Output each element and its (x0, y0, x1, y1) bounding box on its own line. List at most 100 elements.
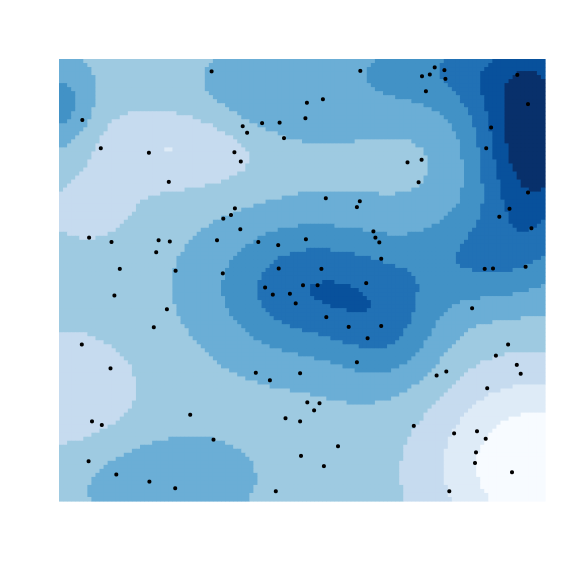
heat-cell (289, 195, 295, 201)
heat-cell (459, 195, 465, 201)
heat-cell (71, 143, 76, 148)
heat-cell (391, 155, 396, 161)
heat-cell (200, 159, 206, 165)
heat-cell (516, 191, 522, 197)
heat-cell (249, 199, 254, 205)
heat-cell (387, 167, 392, 173)
heat-cell (140, 143, 145, 148)
heat-cell (273, 199, 279, 205)
heat-cell (176, 123, 182, 128)
heat-cell (362, 211, 368, 217)
heat-cell (164, 179, 169, 185)
heat-cell (148, 95, 153, 100)
heat-cell (91, 99, 97, 104)
heat-cell (419, 187, 425, 193)
heat-cell (488, 151, 493, 157)
heat-cell (366, 119, 372, 124)
heat-cell (443, 131, 449, 136)
heat-cell (200, 123, 206, 128)
heat-cell (472, 195, 477, 201)
heat-cell (103, 147, 109, 153)
heat-cell (152, 127, 157, 132)
heat-cell (459, 215, 465, 221)
heat-cell (184, 127, 190, 132)
heat-cell (464, 199, 469, 205)
heat-cell (269, 95, 275, 100)
heat-cell (391, 215, 396, 221)
heat-cell (484, 83, 489, 88)
heat-cell (472, 99, 477, 104)
heat-cell (496, 139, 502, 144)
heat-cell (168, 159, 173, 165)
heat-cell (83, 159, 88, 165)
heat-cell (459, 119, 465, 124)
heat-cell (273, 139, 279, 144)
heat-cell (285, 179, 291, 185)
heat-cell (464, 67, 469, 72)
heat-cell (135, 175, 141, 181)
heat-cell (504, 127, 510, 132)
heat-cell (540, 175, 546, 181)
heat-cell (297, 103, 303, 108)
heat-cell (281, 163, 287, 169)
heat-cell (233, 107, 238, 112)
heat-cell (468, 63, 473, 68)
heat-cell (297, 215, 303, 221)
heat-cell (435, 203, 441, 209)
heat-cell (415, 115, 421, 120)
heat-cell (528, 107, 534, 112)
heat-cell (374, 147, 380, 153)
heat-cell (200, 155, 206, 161)
heat-cell (395, 95, 400, 100)
heat-cell (512, 175, 518, 181)
heat-cell (148, 183, 153, 189)
heat-cell (196, 111, 202, 116)
heat-cell (310, 187, 315, 193)
heat-cell (63, 215, 68, 221)
heat-cell (383, 175, 388, 181)
heat-cell (516, 107, 522, 112)
heat-cell (265, 79, 271, 84)
heat-cell (484, 71, 489, 76)
heat-cell (99, 71, 105, 76)
heat-cell (540, 71, 546, 76)
heat-cell (225, 207, 230, 213)
heat-cell (212, 175, 218, 181)
heat-cell (439, 135, 445, 140)
heat-cell (383, 115, 388, 120)
heat-cell (500, 99, 506, 104)
heat-cell (285, 67, 291, 72)
heat-cell (455, 67, 461, 72)
heat-cell (103, 119, 109, 124)
heat-cell (391, 151, 396, 157)
heat-cell (91, 211, 97, 217)
heat-cell (488, 195, 493, 201)
heat-cell (212, 199, 218, 205)
heat-cell (362, 71, 368, 76)
heat-cell (411, 119, 416, 124)
heat-cell (383, 167, 388, 173)
heat-cell (216, 179, 222, 185)
heat-cell (496, 63, 502, 68)
heat-cell (330, 99, 335, 104)
heat-cell (435, 155, 441, 161)
heat-cell (212, 211, 218, 217)
heat-cell (387, 163, 392, 169)
heat-cell (245, 123, 250, 128)
heat-cell (168, 83, 173, 88)
heat-cell (524, 143, 530, 148)
heat-cell (447, 99, 453, 104)
heat-cell (208, 123, 214, 128)
heat-cell (127, 59, 133, 64)
heat-cell (464, 79, 469, 84)
heat-cell (395, 135, 400, 140)
heat-cell (180, 127, 186, 132)
heat-cell (516, 83, 522, 88)
heat-cell (447, 143, 453, 148)
heat-cell (366, 151, 372, 157)
heat-cell (322, 187, 327, 193)
heat-cell (257, 215, 263, 221)
heat-cell (87, 191, 92, 197)
heat-cell (297, 147, 303, 153)
heat-cell (350, 187, 356, 193)
